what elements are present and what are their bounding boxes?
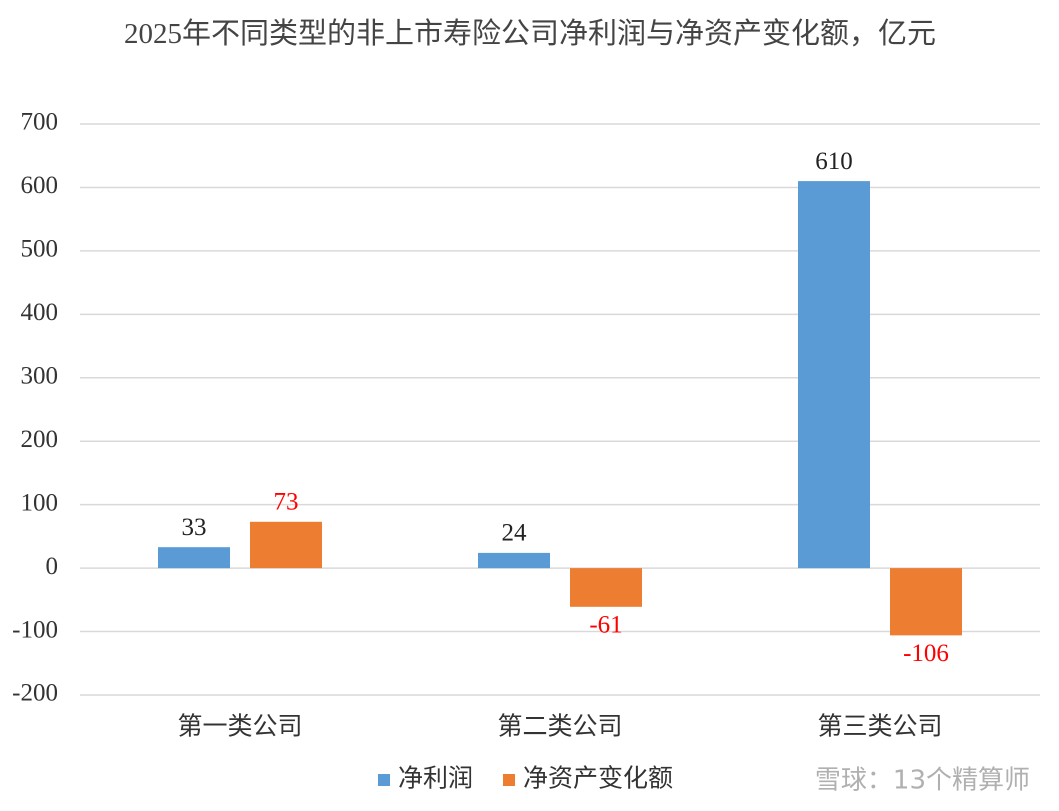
value-label: -106 [903,640,949,667]
legend-label: 净利润 [398,765,473,793]
x-tick-label: 第三类公司 [817,713,942,741]
legend-swatch [378,774,390,786]
bar [478,552,550,569]
value-label: 610 [815,148,853,175]
y-tick-label: 400 [21,299,59,326]
y-tick-label: 0 [46,553,59,580]
bar [890,568,962,636]
watermark: 雪球：13个精算师 [815,766,1030,796]
value-label: 24 [502,520,528,547]
chart-title: 2025年不同类型的非上市寿险公司净利润与净资产变化额，亿元 [123,18,936,50]
y-tick-label: -100 [12,616,58,643]
legend-swatch [503,774,516,786]
y-tick-label: 500 [21,236,59,263]
bar [570,568,642,607]
legend-label: 净资产变化额 [523,765,673,793]
bar [158,547,230,569]
y-tick-label: 200 [21,426,59,453]
x-tick-label: 第二类公司 [497,713,622,741]
bar [798,181,870,569]
bar [250,521,322,569]
y-tick-label: 700 [21,109,59,136]
value-label: 33 [182,514,207,541]
y-tick-label: 300 [21,363,59,390]
y-tick-label: -200 [12,680,58,707]
value-label: 73 [274,489,299,516]
y-tick-label: 100 [21,489,59,516]
y-tick-label: 600 [21,172,59,199]
x-tick-label: 第一类公司 [177,713,302,741]
value-label: -61 [589,612,622,639]
